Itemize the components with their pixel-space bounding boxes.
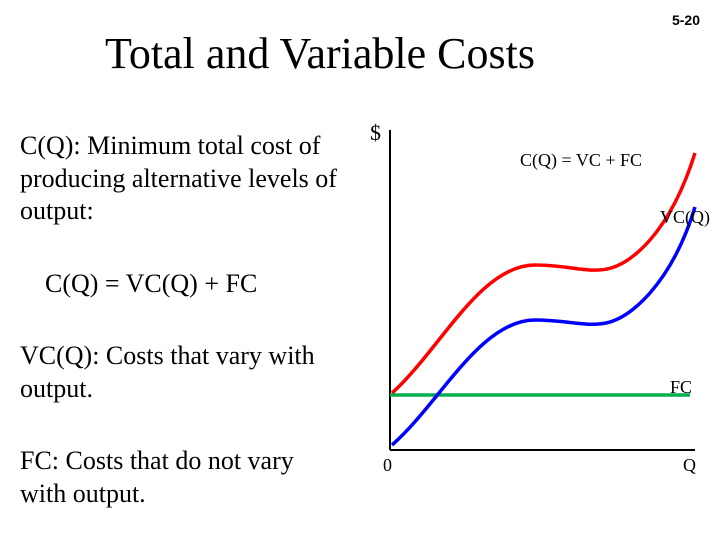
origin-label: 0 bbox=[383, 455, 392, 476]
vc-curve-label: VC(Q) bbox=[660, 207, 710, 228]
equation-label: C(Q) = VC + FC bbox=[520, 150, 642, 171]
page-title: Total and Variable Costs bbox=[0, 28, 640, 79]
cost-formula: C(Q) = VC(Q) + FC bbox=[45, 268, 340, 301]
fc-line-label: FC bbox=[670, 377, 692, 398]
left-text-column: C(Q): Minimum total cost of producing al… bbox=[20, 130, 340, 510]
definition-cq: C(Q): Minimum total cost of producing al… bbox=[20, 130, 340, 228]
cost-chart: $ C(Q) = VC + FC VC(Q) FC 0 Q bbox=[350, 125, 710, 485]
x-axis-label: Q bbox=[683, 455, 696, 476]
definition-fc: FC: Costs that do not vary with output. bbox=[20, 445, 340, 510]
definition-vcq: VC(Q): Costs that vary with output. bbox=[20, 340, 340, 405]
slide-number: 5-20 bbox=[672, 12, 700, 28]
total-cost-curve bbox=[392, 153, 695, 393]
y-axis-label: $ bbox=[370, 120, 381, 146]
chart-svg bbox=[350, 125, 710, 485]
